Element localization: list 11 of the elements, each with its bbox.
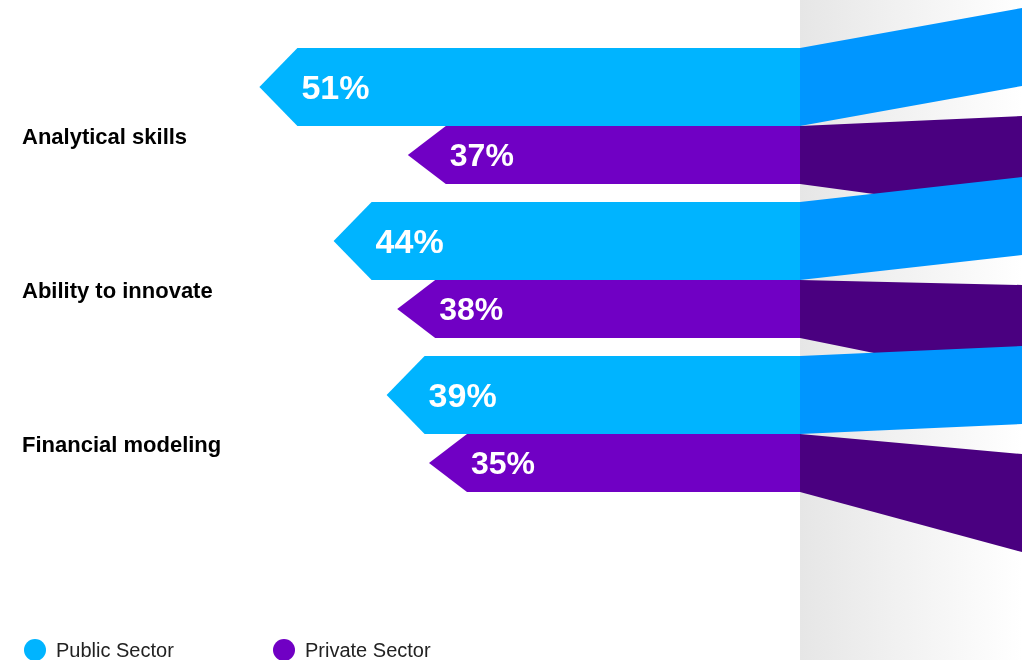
data-label: 37% bbox=[449, 137, 514, 174]
legend-label: Public Sector bbox=[56, 639, 175, 660]
data-label: 39% bbox=[428, 375, 497, 414]
data-label: 51% bbox=[301, 67, 370, 106]
data-label: 35% bbox=[471, 445, 536, 482]
data-label: 44% bbox=[375, 221, 444, 260]
data-label: 38% bbox=[439, 291, 504, 328]
y-tick-label: Ability to innovate bbox=[22, 277, 213, 303]
legend-label: Private Sector bbox=[305, 639, 431, 660]
y-tick-label: Analytical skills bbox=[22, 123, 188, 149]
y-tick-label: Financial modeling bbox=[22, 431, 222, 457]
